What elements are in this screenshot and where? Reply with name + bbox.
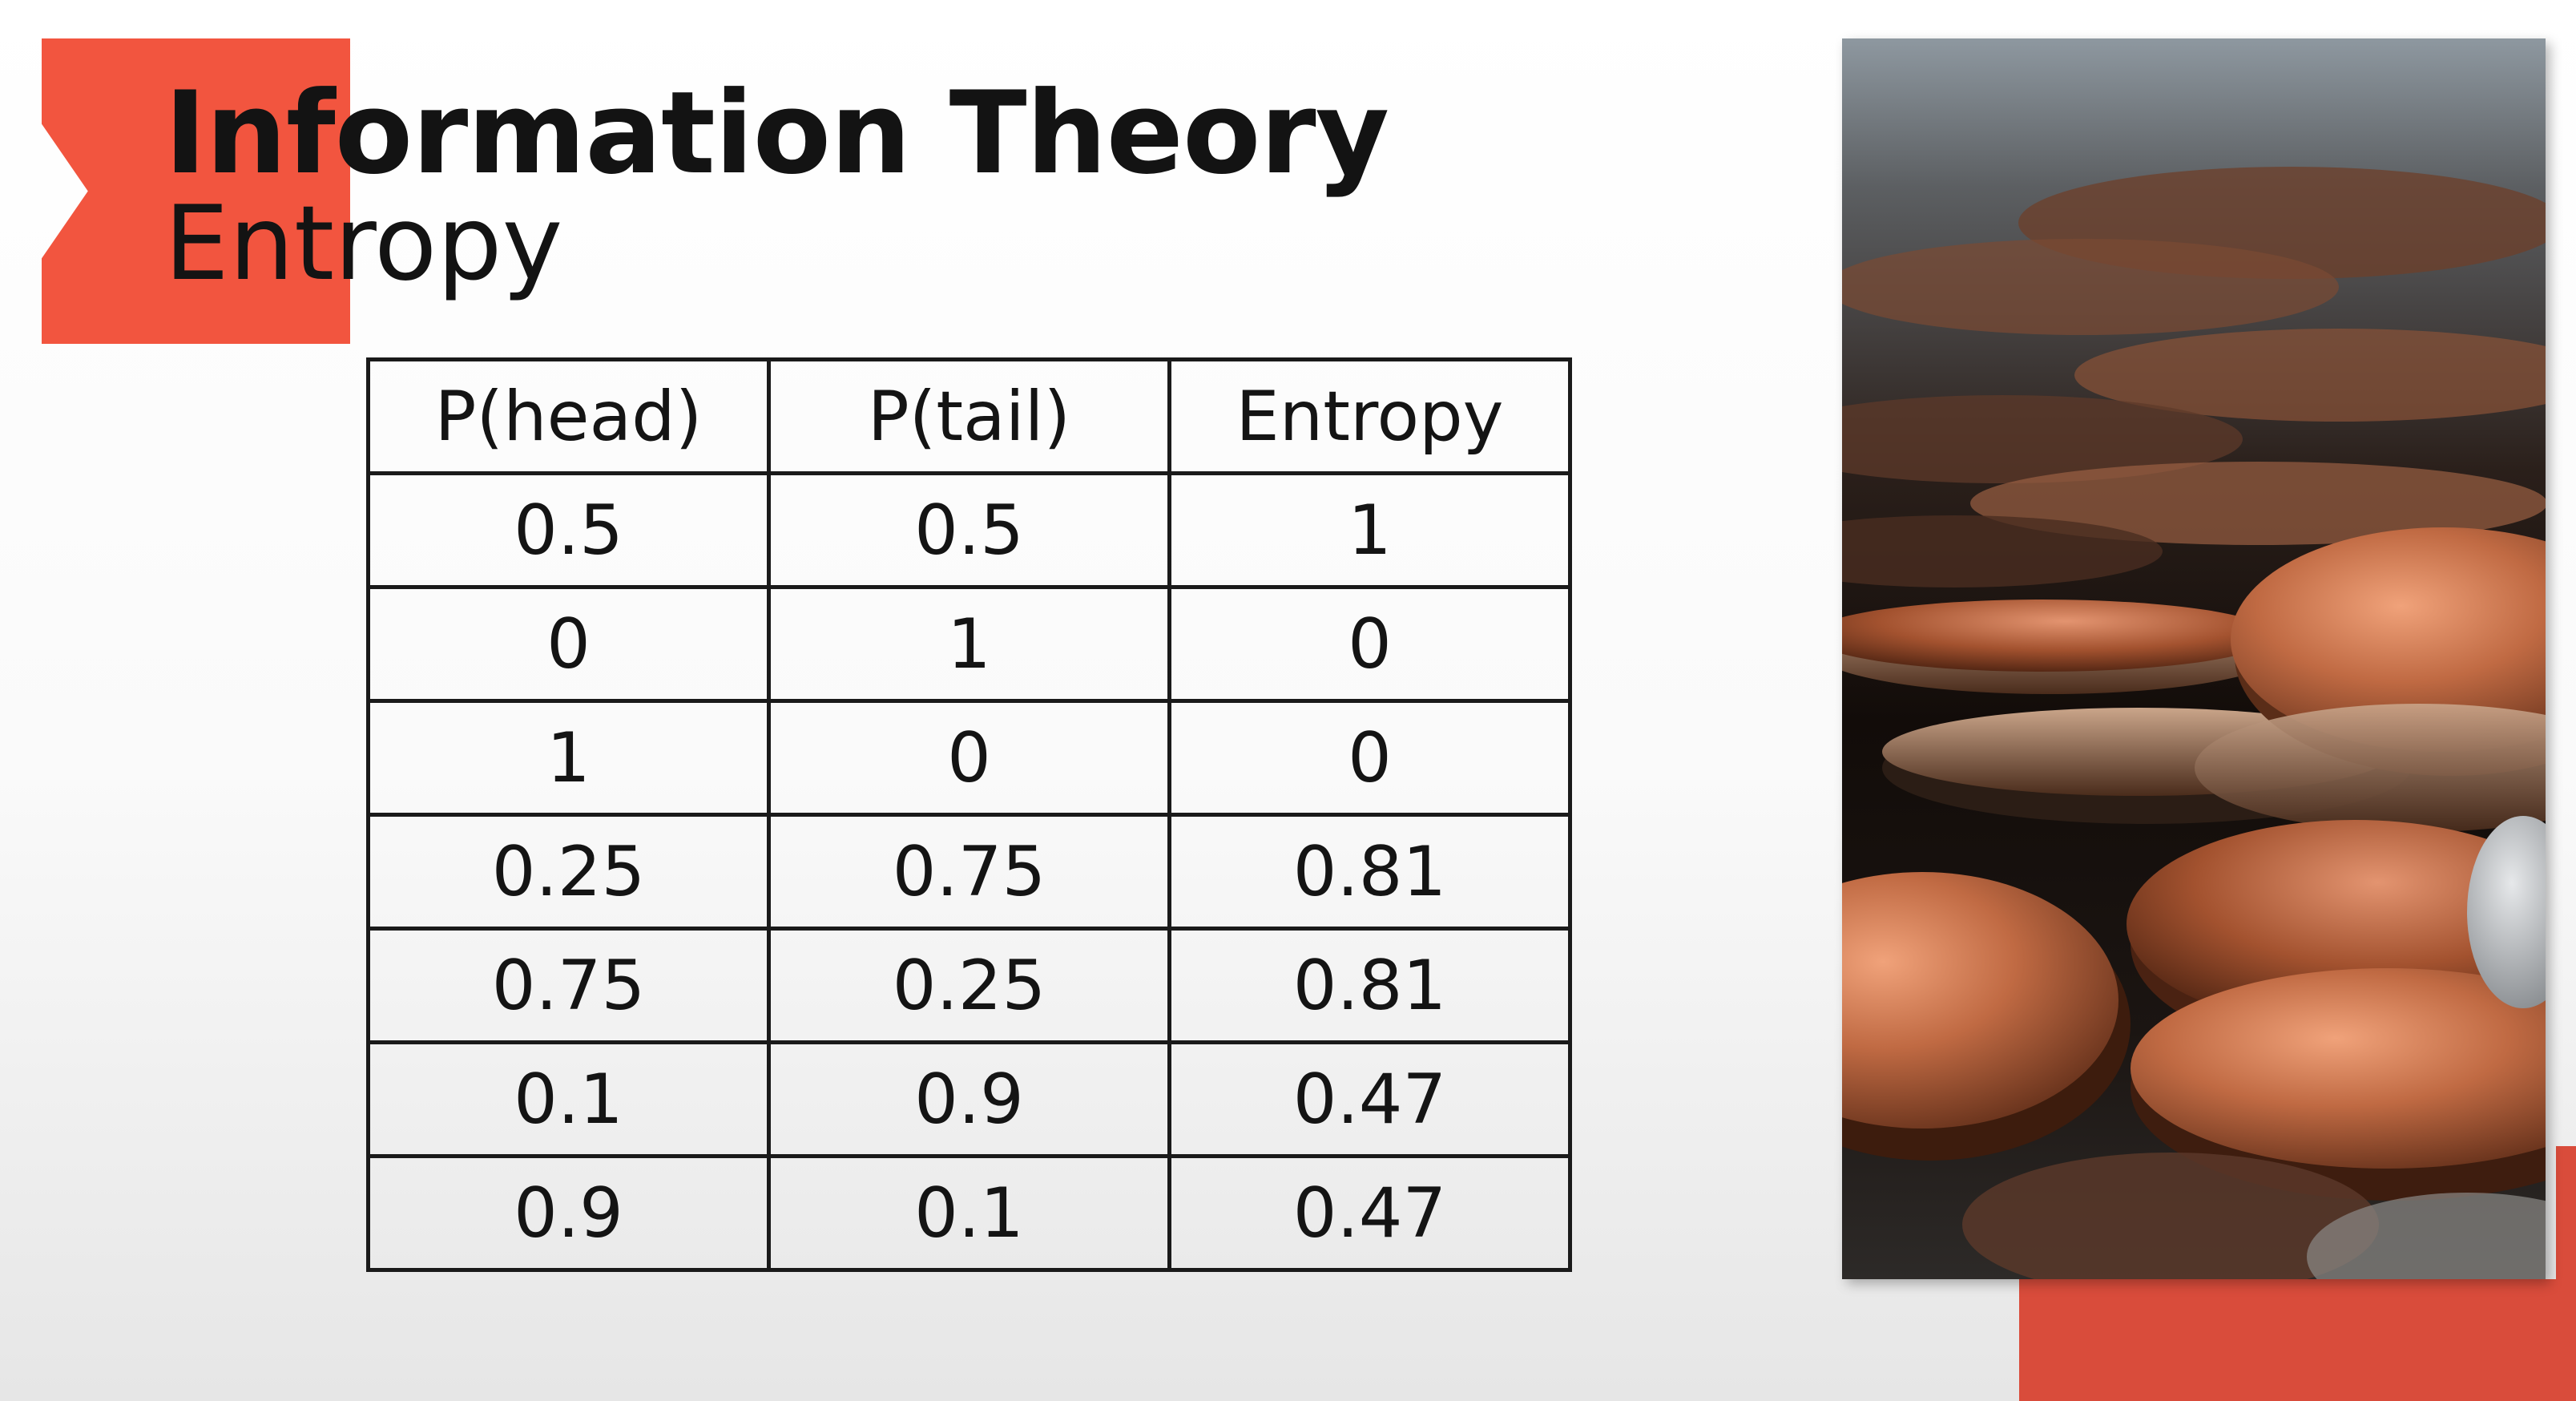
cell-p-tail: 0.9 [767,1040,1171,1158]
cell-p-head: 1 [366,699,771,817]
cell-entropy: 0.47 [1167,1040,1572,1158]
cell-entropy: 1 [1167,471,1572,589]
cell-p-head: 0.75 [366,927,771,1044]
cell-p-head: 0.25 [366,813,771,931]
entropy-table: P(head) P(tail) Entropy 0.5 0.5 1 0 1 0 … [366,357,1572,1272]
cell-entropy: 0 [1167,585,1572,703]
table-row: 1 0 0 [366,699,1572,817]
cell-entropy: 0 [1167,699,1572,817]
header-p-head: P(head) [366,357,771,475]
header-p-tail: P(tail) [767,357,1171,475]
table-row: 0.5 0.5 1 [366,471,1572,589]
cell-p-tail: 1 [767,585,1171,703]
slide-title: Information Theory [164,67,1389,200]
bottom-accent-block [2019,1279,2576,1401]
cell-entropy: 0.81 [1167,927,1572,1044]
cell-p-tail: 0.25 [767,927,1171,1044]
cell-p-tail: 0.5 [767,471,1171,589]
cell-p-head: 0.1 [366,1040,771,1158]
cell-p-head: 0 [366,585,771,703]
header-entropy: Entropy [1167,357,1572,475]
table-row: 0.75 0.25 0.81 [366,927,1572,1044]
cell-entropy: 0.47 [1167,1154,1572,1272]
table-row: 0.25 0.75 0.81 [366,813,1572,931]
cell-entropy: 0.81 [1167,813,1572,931]
cell-p-head: 0.5 [366,471,771,589]
coins-photo-frame [1842,38,2546,1279]
title-accent-shape [42,38,350,344]
cell-p-tail: 0.75 [767,813,1171,931]
coins-photo [1842,38,2546,1279]
slide-subtitle: Entropy [164,184,563,304]
cell-p-head: 0.9 [366,1154,771,1272]
right-accent-strip [2556,1146,2576,1282]
table-row: 0 1 0 [366,585,1572,703]
cell-p-tail: 0.1 [767,1154,1171,1272]
table-header-row: P(head) P(tail) Entropy [366,357,1572,475]
table-row: 0.9 0.1 0.47 [366,1154,1572,1272]
cell-p-tail: 0 [767,699,1171,817]
table-row: 0.1 0.9 0.47 [366,1040,1572,1158]
